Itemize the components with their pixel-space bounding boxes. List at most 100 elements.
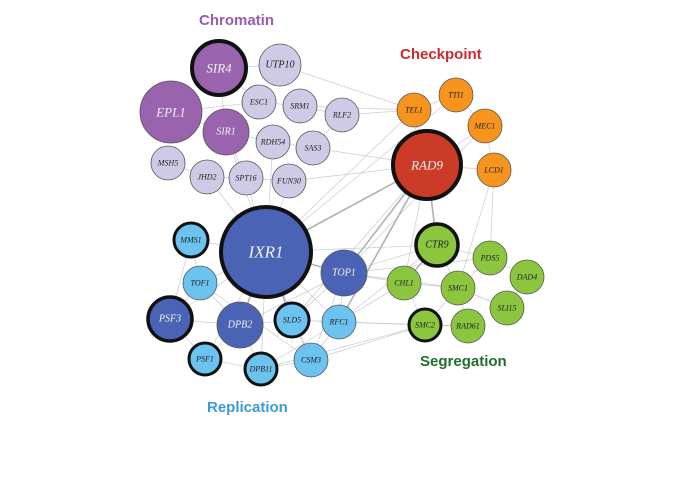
node-label: TEL1	[405, 106, 423, 115]
cluster-label-chromatin: Chromatin	[199, 12, 274, 29]
node-label: CHL1	[394, 279, 414, 288]
edge-lcd1-smc1	[457, 169, 495, 289]
node-label: SIR4	[206, 61, 232, 76]
edge-smc2-dpb11	[260, 324, 426, 370]
node-pds5: PDS5	[472, 240, 508, 276]
node-circle	[146, 295, 194, 343]
node-circle	[182, 265, 218, 301]
node-circle	[320, 249, 368, 297]
node-circle	[472, 240, 508, 276]
node-tel1: TEL1	[396, 92, 432, 128]
node-circle	[190, 39, 248, 97]
node-circle	[321, 304, 357, 340]
node-circle	[202, 108, 250, 156]
node-label: PSF1	[195, 355, 214, 364]
node-sir4: SIR4	[190, 39, 248, 97]
node-lcd1: LCD1	[476, 152, 512, 188]
node-circle	[273, 301, 311, 339]
node-circle	[407, 307, 443, 343]
node-label: TOF1	[191, 279, 210, 288]
node-label: RDH54	[260, 138, 285, 147]
node-tti1: TTI1	[438, 77, 474, 113]
node-circle	[187, 341, 223, 377]
node-sli15: SLI15	[489, 290, 525, 326]
node-circle	[391, 129, 463, 201]
node-spt16: SPT16	[228, 160, 264, 196]
node-circle	[219, 205, 313, 299]
node-label: JHD2	[197, 173, 216, 182]
cluster-label-checkpoint: Checkpoint	[400, 46, 482, 63]
node-epl1: EPL1	[139, 80, 203, 144]
node-circle	[509, 259, 545, 295]
node-label: SLI15	[497, 304, 516, 313]
node-label: RFC1	[328, 318, 348, 327]
node-psf3: PSF3	[146, 295, 194, 343]
node-circle	[414, 222, 460, 268]
node-circle	[189, 159, 225, 195]
node-mms1: MMS1	[172, 221, 210, 259]
node-top1: TOP1	[320, 249, 368, 297]
node-smc2: SMC2	[407, 307, 443, 343]
node-label: LCD1	[483, 166, 504, 175]
node-label: CTR9	[425, 240, 448, 251]
node-circle	[386, 265, 422, 301]
node-label: RAD9	[410, 158, 443, 173]
node-rad9: RAD9	[391, 129, 463, 201]
node-circle	[139, 80, 203, 144]
node-label: SLD5	[283, 316, 301, 325]
node-srm1: SRM1	[282, 88, 318, 124]
node-sir1: SIR1	[202, 108, 250, 156]
node-sld5: SLD5	[273, 301, 311, 339]
node-label: RAD61	[455, 322, 480, 331]
node-ctr9: CTR9	[414, 222, 460, 268]
node-circle	[258, 43, 302, 87]
node-circle	[440, 270, 476, 306]
node-label: SPT16	[235, 174, 256, 183]
node-circle	[172, 221, 210, 259]
node-jhd2: JHD2	[189, 159, 225, 195]
node-circle	[216, 301, 264, 349]
node-circle	[243, 351, 279, 387]
node-tof1: TOF1	[182, 265, 218, 301]
node-circle	[150, 145, 186, 181]
node-psf1: PSF1	[187, 341, 223, 377]
edge-smc2-csm3	[310, 324, 426, 361]
node-label: FUN30	[276, 177, 301, 186]
node-label: SMC1	[448, 284, 468, 293]
node-sas3: SAS3	[295, 130, 331, 166]
node-dad4: DAD4	[509, 259, 545, 295]
node-circle	[467, 108, 503, 144]
node-layer: SIR4 UTP10 EPL1 ESC1 SRM1 SIR1 RLF2 RDH54 SAS3 MS…	[139, 39, 545, 387]
node-label: SMC2	[415, 321, 435, 330]
node-label: IXR1	[248, 243, 284, 262]
edge-rad61-rfc1	[338, 321, 469, 327]
node-label: DAD4	[516, 273, 537, 282]
node-msh5: MSH5	[150, 145, 186, 181]
node-dpb11: DPB11	[243, 351, 279, 387]
node-circle	[438, 77, 474, 113]
node-esc1: ESC1	[241, 84, 277, 120]
node-label: PSF3	[158, 314, 181, 325]
node-utp10: UTP10	[258, 43, 302, 87]
node-label: SIR1	[216, 127, 235, 138]
node-label: ESC1	[249, 98, 268, 107]
node-circle	[295, 130, 331, 166]
node-chl1: CHL1	[386, 265, 422, 301]
node-label: PDS5	[480, 254, 500, 263]
node-label: CSM3	[301, 356, 321, 365]
node-circle	[271, 163, 307, 199]
node-label: DPB11	[249, 365, 273, 374]
node-csm3: CSM3	[293, 342, 329, 378]
cluster-label-segregation: Segregation	[420, 353, 507, 370]
edge-mec1-top1	[343, 125, 486, 274]
edge-pds5-top1	[343, 257, 491, 274]
node-circle	[324, 97, 360, 133]
node-circle	[241, 84, 277, 120]
node-label: MSH5	[157, 159, 178, 168]
node-circle	[489, 290, 525, 326]
node-label: UTP10	[266, 60, 295, 71]
node-label: TTI1	[448, 91, 464, 100]
cluster-label-replication: Replication	[207, 399, 288, 416]
node-circle	[293, 342, 329, 378]
